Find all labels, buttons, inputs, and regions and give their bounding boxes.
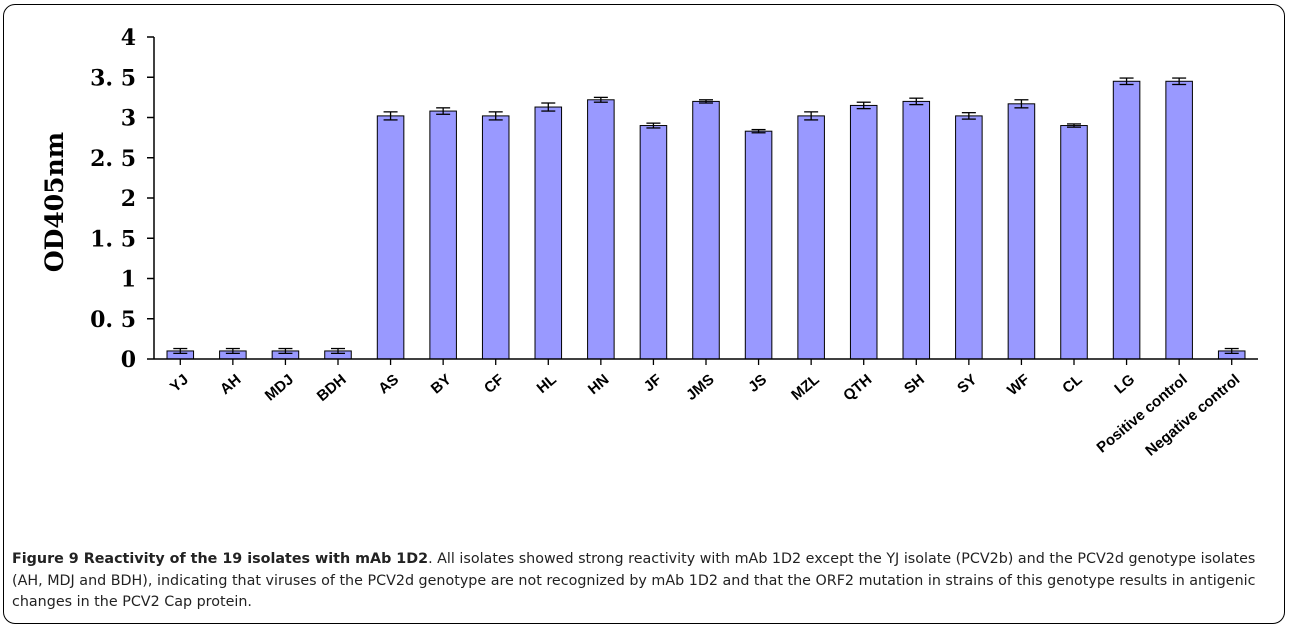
x-tick-label: JMS — [683, 371, 718, 404]
x-tick-label: WF — [1004, 371, 1033, 399]
bar — [587, 99, 615, 360]
figure-caption: Figure 9 Reactivity of the 19 isolates w… — [12, 549, 1274, 614]
x-tick-label: AS — [375, 371, 402, 397]
bar — [429, 110, 457, 360]
bar — [481, 115, 510, 360]
y-axis-label: OD405nm — [40, 132, 69, 272]
bar — [1007, 103, 1036, 360]
bar — [376, 115, 405, 360]
bar — [1060, 125, 1088, 360]
x-axis-ticks: YJ AH MDJ BDH AS BY CF HL HN JF JMS JS MZL QTH SH SY WF C… — [167, 359, 1243, 460]
bar — [1112, 80, 1141, 360]
y-tick-label: 2. 5 — [90, 146, 136, 172]
y-tick-label: 0 — [121, 347, 136, 373]
y-axis-ticks: 0 0. 5 1 1. 5 2 2. 5 3 3. 5 4 — [90, 25, 154, 373]
y-tick-label: 0. 5 — [90, 307, 136, 333]
x-tick-label: HN — [585, 371, 613, 398]
bar — [902, 100, 931, 360]
x-tick-label: LG — [1111, 371, 1138, 397]
x-tick-label: SY — [954, 371, 980, 397]
x-tick-label: CF — [481, 371, 507, 397]
x-tick-label: BDH — [314, 371, 350, 405]
x-tick-label: MDJ — [262, 371, 297, 404]
bar — [692, 100, 720, 360]
x-tick-label: YJ — [167, 371, 192, 396]
bar-chart: OD405nm 0 0. 5 1 1. 5 2 2. 5 3 3. 5 4 YJ AH MDJ BDH… — [40, 25, 1258, 460]
x-tick-label: QTH — [840, 371, 875, 404]
x-tick-label: JF — [641, 371, 665, 395]
x-tick-label: JS — [745, 371, 770, 396]
x-tick-label: AH — [217, 371, 245, 398]
x-tick-label: CL — [1059, 371, 1085, 397]
x-tick-label: SH — [901, 371, 928, 397]
x-tick-label: Negative control — [1142, 371, 1243, 460]
bar — [1165, 80, 1193, 360]
bar — [849, 104, 878, 360]
bar — [744, 130, 773, 360]
bar — [534, 106, 563, 360]
y-tick-label: 1 — [121, 267, 136, 293]
caption-title: Figure 9 Reactivity of the 19 isolates w… — [12, 551, 429, 567]
y-tick-label: 1. 5 — [90, 226, 136, 252]
caption-body: . All isolates showed strong reactivity … — [12, 551, 1256, 610]
y-tick-label: 4 — [121, 25, 136, 51]
y-tick-label: 3. 5 — [90, 65, 136, 91]
x-tick-label: MZL — [788, 371, 823, 404]
bars — [166, 80, 1246, 360]
y-tick-label: 3 — [121, 106, 136, 132]
error-bars — [173, 77, 1239, 355]
bar — [955, 115, 983, 360]
bar — [639, 125, 668, 360]
x-tick-label: BY — [428, 371, 455, 397]
x-tick-label: Positive control — [1094, 371, 1191, 456]
y-tick-label: 2 — [121, 186, 136, 212]
bar — [797, 115, 825, 360]
x-tick-label: HL — [534, 371, 560, 397]
